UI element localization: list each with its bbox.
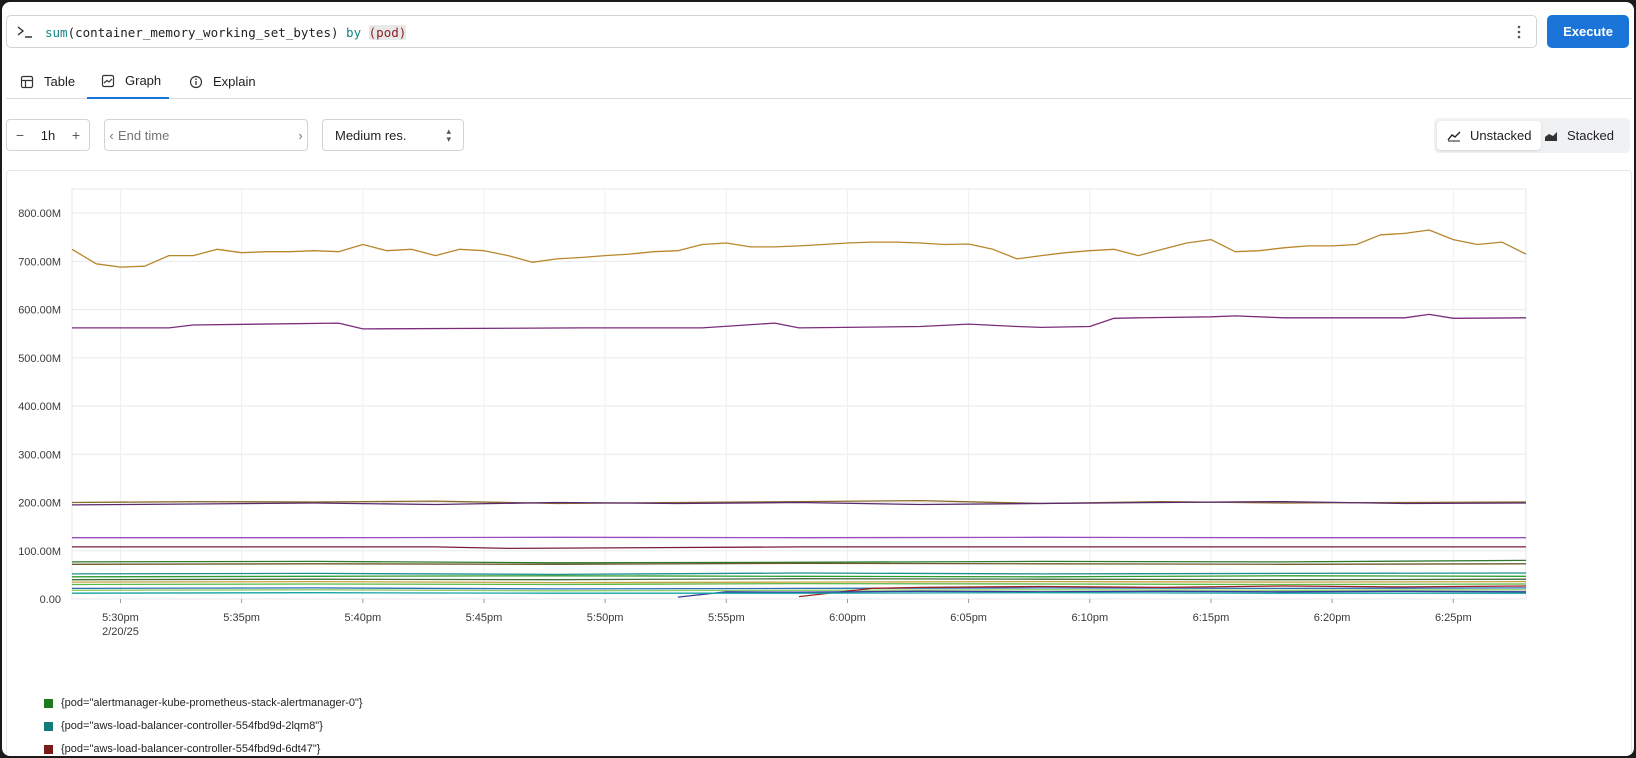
y-tick-label: 700.00M	[18, 256, 61, 268]
y-tick-label: 400.00M	[18, 401, 61, 413]
y-tick-label: 600.00M	[18, 305, 61, 317]
range-stepper: − 1h +	[6, 119, 90, 151]
x-tick-label: 5:40pm	[344, 612, 381, 624]
series-line[interactable]	[798, 585, 1527, 598]
series-line[interactable]	[72, 546, 1526, 550]
resolution-select[interactable]: Medium res. ▴ ▾	[322, 119, 464, 151]
y-tick-label: 0.00	[40, 594, 61, 606]
info-icon	[189, 75, 203, 89]
query-editor[interactable]: sum(container_memory_working_set_bytes) …	[6, 15, 1537, 48]
series-line[interactable]	[71, 578, 1527, 581]
series-line[interactable]	[71, 562, 1527, 565]
query-text[interactable]: sum(container_memory_working_set_bytes) …	[45, 25, 407, 40]
line-chart-icon	[1447, 130, 1461, 142]
series-line[interactable]	[71, 580, 1527, 584]
x-tick-label: 5:50pm	[587, 612, 624, 624]
legend-swatch	[44, 744, 53, 754]
legend-item[interactable]: {pod="alertmanager-kube-prometheus-stack…	[44, 695, 363, 711]
terminal-prompt-icon	[16, 23, 34, 41]
y-tick-label: 500.00M	[18, 353, 61, 365]
memory-line-chart: 0.00 100.00M 200.00M 300.00M 400.00M 500.00M 6…	[18, 188, 1527, 638]
series-line[interactable]	[71, 582, 1527, 586]
view-tabs: Table Graph Explain	[6, 64, 1632, 99]
legend-item[interactable]: {pod="aws-load-balancer-controller-554fb…	[44, 718, 323, 734]
series-line[interactable]	[71, 587, 1527, 590]
x-tick-label: 5:55pm	[708, 612, 745, 624]
query-function: sum	[45, 25, 68, 40]
query-metric: container_memory_working_set_bytes	[75, 25, 331, 40]
legend-swatch	[44, 721, 53, 731]
x-tick-label: 6:25pm	[1435, 612, 1472, 624]
series-line[interactable]	[71, 559, 1527, 564]
x-tick-label: 6:15pm	[1193, 612, 1230, 624]
y-tick-label: 100.00M	[18, 546, 61, 558]
legend-item[interactable]: {pod="aws-load-balancer-controller-554fb…	[44, 741, 320, 756]
legend-label: {pod="alertmanager-kube-prometheus-stack…	[61, 697, 363, 709]
end-time-picker: ‹ ›	[104, 119, 308, 151]
query-by-keyword: by	[346, 25, 362, 40]
tab-explain-label: Explain	[213, 74, 256, 89]
graph-icon	[101, 74, 115, 88]
series-line[interactable]	[71, 499, 1527, 505]
series-line[interactable]	[71, 229, 1527, 268]
range-value[interactable]: 1h	[40, 127, 56, 143]
select-updown-icon: ▴ ▾	[446, 126, 451, 144]
tab-graph[interactable]: Graph	[87, 64, 169, 99]
range-increase-button[interactable]: +	[71, 127, 81, 143]
query-group-label: (pod)	[368, 25, 407, 40]
x-tick-label: 6:20pm	[1314, 612, 1351, 624]
x-date-label: 2/20/25	[102, 626, 139, 638]
x-tick-label: 5:45pm	[466, 612, 503, 624]
table-icon	[20, 75, 34, 89]
unstacked-label: Unstacked	[1470, 128, 1532, 143]
series-line[interactable]	[71, 575, 1527, 578]
tab-explain[interactable]: Explain	[175, 64, 270, 99]
y-tick-label: 200.00M	[18, 498, 61, 510]
series-line[interactable]	[71, 572, 1527, 576]
series-line[interactable]	[71, 592, 1526, 594]
tab-graph-label: Graph	[125, 73, 162, 88]
y-tick-label: 800.00M	[18, 208, 61, 220]
x-tick-label: 6:10pm	[1071, 612, 1108, 624]
stacked-label: Stacked	[1567, 128, 1614, 143]
legend-label: {pod="aws-load-balancer-controller-554fb…	[61, 743, 321, 755]
stack-mode-toggle: Unstacked Stacked	[1434, 118, 1630, 153]
chevron-left-icon[interactable]: ‹	[109, 127, 114, 143]
resolution-value: Medium res.	[335, 127, 407, 143]
legend-label: {pod="aws-load-balancer-controller-554fb…	[61, 720, 323, 732]
range-decrease-button[interactable]: −	[15, 127, 25, 143]
execute-button[interactable]: Execute	[1547, 15, 1629, 48]
end-time-input[interactable]	[118, 127, 294, 143]
tab-table[interactable]: Table	[6, 64, 89, 99]
x-tick-label: 6:05pm	[950, 612, 987, 624]
chart-panel	[6, 170, 1632, 756]
x-tick-label: 5:30pm	[102, 612, 139, 624]
series-line[interactable]	[71, 589, 1527, 592]
series-line[interactable]	[677, 590, 1527, 598]
unstacked-button[interactable]: Unstacked	[1437, 121, 1542, 150]
tab-table-label: Table	[44, 74, 76, 89]
stacked-button[interactable]: Stacked	[1534, 121, 1624, 150]
series-line[interactable]	[71, 500, 1527, 506]
chevron-right-icon[interactable]: ›	[298, 127, 303, 143]
series-line[interactable]	[72, 313, 1527, 330]
kebab-menu-icon[interactable]	[1516, 24, 1522, 40]
legend-swatch	[44, 698, 53, 708]
area-chart-icon	[1544, 130, 1558, 142]
x-tick-label: 6:00pm	[829, 612, 866, 624]
y-tick-label: 300.00M	[18, 449, 61, 461]
x-tick-label: 5:35pm	[223, 612, 260, 624]
